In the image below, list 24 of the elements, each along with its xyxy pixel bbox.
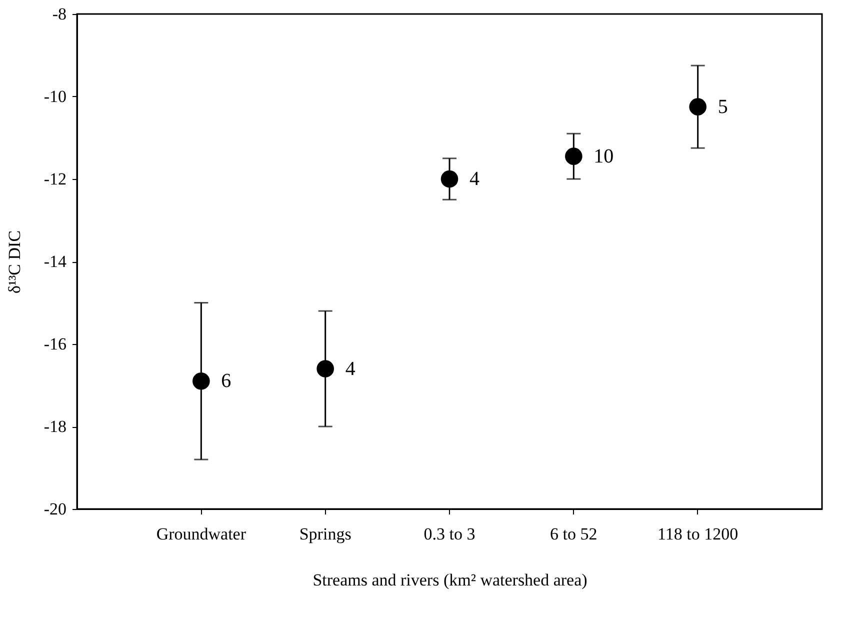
y-tick-label: -14 (44, 252, 67, 271)
x-axis-title: Streams and rivers (km² watershed area) (312, 570, 588, 590)
point (316, 360, 334, 378)
annotation: 4 (470, 168, 480, 190)
x-tick-label: Groundwater (156, 524, 246, 544)
annotation: 4 (345, 358, 356, 380)
y-tick-label: -10 (44, 87, 66, 106)
y-tick-label: -8 (52, 4, 66, 24)
y-tick-label: -12 (44, 170, 66, 188)
y-tick-label: -16 (44, 334, 66, 354)
x-tick-label: 0.3 to 3 (424, 524, 476, 544)
y-axis-title: δ¹³C DIC (4, 230, 24, 294)
point (565, 148, 582, 165)
y-tick-label: -20 (44, 500, 66, 518)
x-tick-label: 118 to 1200 (658, 524, 738, 544)
annotation: 10 (594, 145, 614, 168)
x-tick-label: 6 to 52 (550, 524, 598, 544)
point (689, 98, 706, 116)
annotation: 6 (221, 370, 232, 392)
point (440, 170, 458, 188)
y-tick-label: -18 (44, 417, 66, 436)
x-tick-label: Springs (299, 524, 352, 544)
annotation: 5 (718, 96, 728, 118)
point (192, 372, 210, 390)
